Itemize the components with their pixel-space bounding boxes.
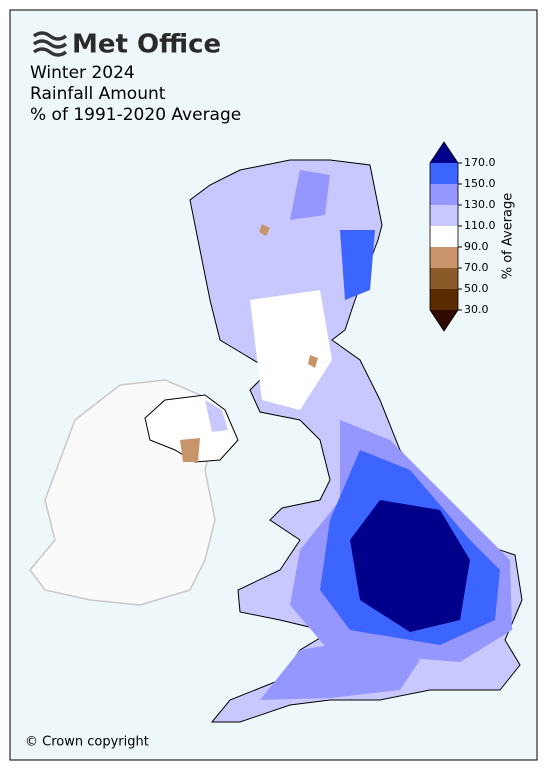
title: Winter 2024 — [30, 63, 135, 83]
colorbar-bin — [430, 226, 458, 247]
colorbar-bin — [430, 184, 458, 205]
colorbar-tick-label: 150.0 — [464, 177, 496, 190]
colorbar-bin — [430, 205, 458, 226]
logo-text: Met Office — [72, 30, 221, 60]
colorbar-tick-label: 110.0 — [464, 219, 496, 232]
region-150-north — [340, 230, 375, 300]
region-80-ni — [180, 438, 200, 462]
colorbar-label: % of Average — [501, 193, 516, 280]
colorbar-tick-label: 50.0 — [464, 282, 489, 295]
region-130-south — [260, 640, 420, 700]
colorbar-tick-label: 90.0 — [464, 240, 489, 253]
region-130-north — [290, 170, 330, 220]
region-120-ni — [205, 400, 228, 432]
colorbar-bin — [430, 247, 458, 268]
colorbar-bin — [430, 268, 458, 289]
logo-icon — [32, 31, 68, 57]
colorbar-tick-label: 130.0 — [464, 198, 496, 211]
region-170 — [350, 500, 470, 632]
colorbar-under — [430, 310, 458, 331]
copyright: © Crown copyright — [25, 735, 149, 750]
colorbar-tick-label: 170.0 — [464, 156, 496, 169]
colorbar-tick-label: 70.0 — [464, 261, 489, 274]
colorbar-tick-label: 30.0 — [464, 303, 489, 316]
colorbar-over — [430, 142, 458, 163]
colorbar-bin — [430, 289, 458, 310]
title: Rainfall Amount — [30, 84, 166, 104]
colorbar-bin — [430, 163, 458, 184]
region-100 — [250, 290, 332, 410]
colorbar: 30.0 50.0 70.0 90.0 110.0 130.0 150.0 170.0 — [429, 141, 496, 332]
title: % of 1991-2020 Average — [30, 105, 241, 125]
